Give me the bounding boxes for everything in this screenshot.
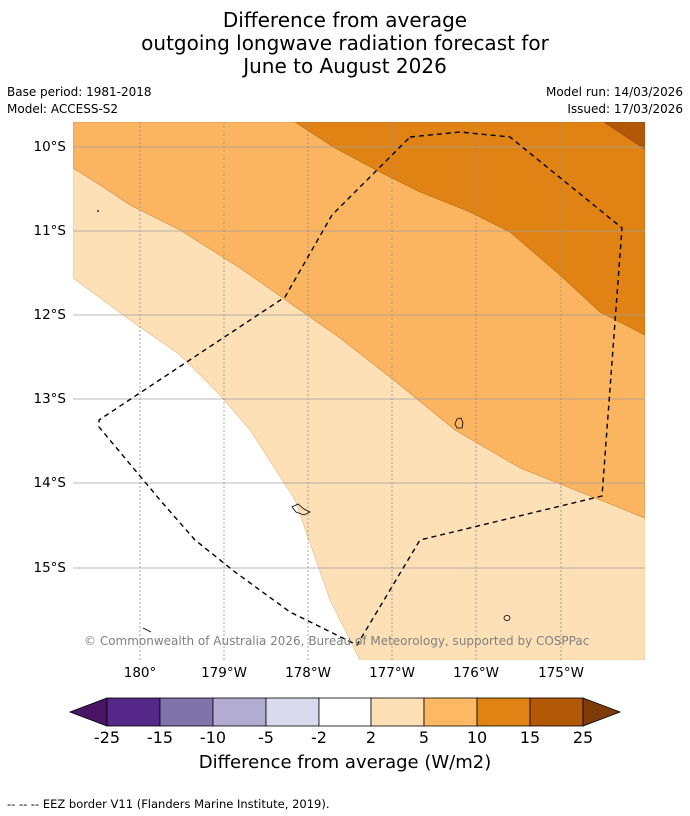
- lon-label: 177°W: [369, 665, 415, 681]
- colorbar-swatch: [212, 697, 267, 727]
- lat-label: 13°S: [33, 391, 67, 407]
- colorbar-swatch: [159, 697, 214, 727]
- longitude-gridlines: [139, 122, 562, 660]
- model-name: Model: ACCESS-S2: [7, 102, 119, 116]
- lon-label: 175°W: [538, 665, 584, 681]
- lon-label: 176°W: [453, 665, 499, 681]
- title-line-3: June to August 2026: [243, 54, 447, 78]
- colorbar-tick: 5: [418, 728, 430, 747]
- base-period: Base period: 1981-2018: [7, 85, 152, 99]
- colorbar-swatch: [265, 697, 320, 727]
- title-line-1: Difference from average: [222, 8, 468, 32]
- eez-border: [98, 131, 623, 646]
- copyright-text: © Commonwealth of Australia 2026, Bureau…: [84, 634, 590, 648]
- issued-date: Issued: 17/03/2026: [567, 102, 683, 116]
- island-shape: [97, 210, 99, 212]
- meta-right: Model run: 14/03/2026 Issued: 17/03/2026: [546, 84, 683, 118]
- colorbar-extend-right: [582, 697, 622, 727]
- colorbar-tick: -25: [93, 728, 121, 747]
- colorbar-swatch: [476, 697, 531, 727]
- lat-label: 14°S: [33, 475, 67, 491]
- lat-label: 11°S: [33, 223, 67, 239]
- colorbar-tick: 15: [519, 728, 541, 747]
- colorbar-label: Difference from average (W/m2): [198, 752, 492, 773]
- island-shape: [291, 503, 311, 516]
- colorbar-tick: 10: [466, 728, 488, 747]
- colorbar-tick: 25: [572, 728, 594, 747]
- title-line-2: outgoing longwave radiation forecast for: [141, 31, 549, 55]
- colorbar-swatch: [529, 697, 584, 727]
- footnote: -- -- -- EEZ border V11 (Flanders Marine…: [7, 797, 330, 811]
- colorbar-swatch: [318, 697, 372, 727]
- colorbar-tick: -10: [199, 728, 227, 747]
- lon-label: 178°W: [285, 665, 331, 681]
- island-shape: [503, 615, 511, 622]
- island-shape: [142, 627, 152, 633]
- colorbar-tick: -15: [146, 728, 174, 747]
- colorbar-tick: -2: [311, 728, 327, 747]
- colorbar-tick: 2: [365, 728, 377, 747]
- colorbar-swatch: [106, 697, 161, 727]
- colorbar-extend-left: [68, 697, 108, 727]
- contour-band-10-15: [294, 122, 645, 336]
- lat-label: 15°S: [33, 560, 67, 576]
- lon-label: 180°: [123, 665, 157, 681]
- model-run: Model run: 14/03/2026: [545, 85, 683, 99]
- meta-left: Base period: 1981-2018 Model: ACCESS-S2: [7, 84, 152, 118]
- island-shape: [454, 417, 464, 429]
- lat-label: 10°S: [33, 139, 67, 155]
- colorbar-tick: -5: [258, 728, 274, 747]
- colorbar-swatch: [423, 697, 478, 727]
- lon-label: 179°W: [201, 665, 247, 681]
- colorbar-swatch: [370, 697, 425, 727]
- map-area: [73, 122, 645, 660]
- latitude-gridlines: [73, 146, 645, 569]
- contour-band-15-25: [603, 122, 645, 150]
- lat-label: 12°S: [33, 307, 67, 323]
